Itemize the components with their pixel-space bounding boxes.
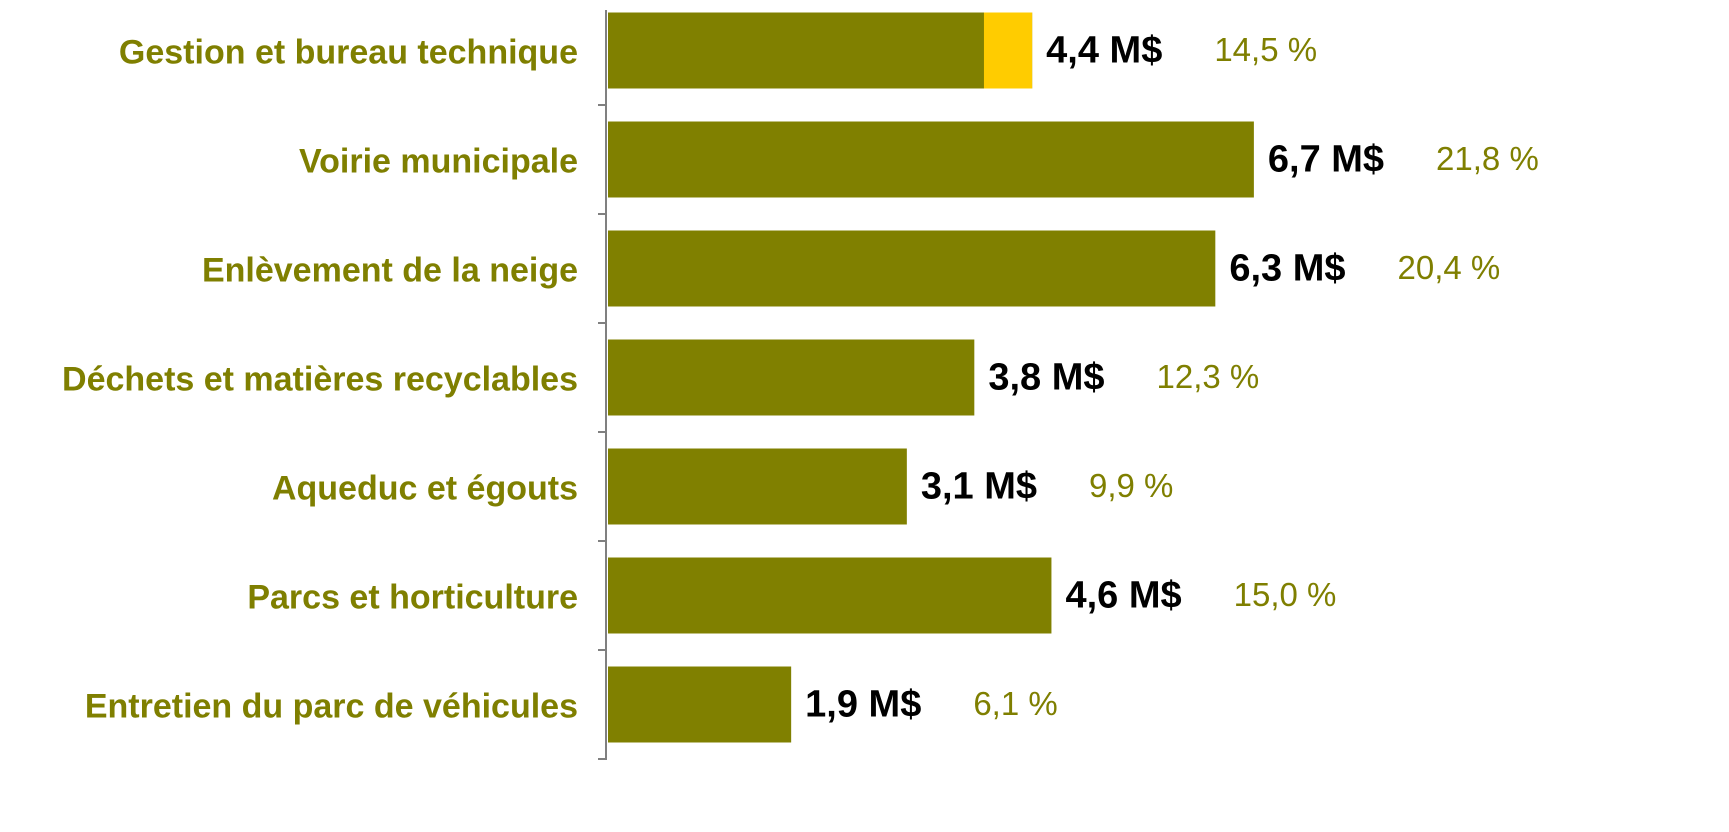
category-label: Enlèvement de la neige (202, 251, 578, 289)
value-label: 4,4 M$ (1046, 30, 1162, 72)
share-label: 6,1 % (973, 685, 1057, 722)
value-label: 6,3 M$ (1229, 248, 1345, 290)
category-label: Aqueduc et égouts (272, 469, 578, 507)
share-label: 20,4 % (1397, 249, 1500, 286)
share-label: 9,9 % (1089, 467, 1173, 504)
share-label: 21,8 % (1436, 140, 1539, 177)
bar-highlight (983, 12, 1033, 89)
bar (608, 448, 907, 525)
bar (608, 12, 1033, 89)
category-label: Entretien du parc de véhicules (85, 687, 578, 725)
bar (608, 666, 792, 743)
category-label: Voirie municipale (299, 142, 578, 180)
share-label: 15,0 % (1234, 576, 1337, 613)
value-label: 3,8 M$ (988, 357, 1104, 399)
value-label: 3,1 M$ (921, 466, 1037, 508)
category-label: Déchets et matières recyclables (62, 360, 578, 398)
bar (608, 121, 1254, 198)
bar (608, 557, 1052, 634)
bar (608, 339, 975, 416)
value-label: 1,9 M$ (805, 684, 921, 726)
category-label: Gestion et bureau technique (119, 33, 578, 71)
share-label: 12,3 % (1156, 358, 1259, 395)
value-label: 6,7 M$ (1268, 139, 1384, 181)
bar (608, 230, 1216, 307)
value-label: 4,6 M$ (1065, 575, 1181, 617)
share-label: 14,5 % (1214, 31, 1317, 68)
category-label: Parcs et horticulture (247, 578, 578, 616)
